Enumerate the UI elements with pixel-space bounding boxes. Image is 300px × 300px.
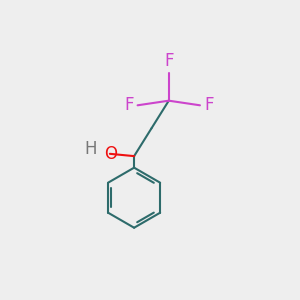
Text: H: H [84,140,97,158]
Text: F: F [164,52,173,70]
Text: F: F [204,96,214,114]
Text: F: F [124,96,134,114]
Text: O: O [104,145,117,163]
